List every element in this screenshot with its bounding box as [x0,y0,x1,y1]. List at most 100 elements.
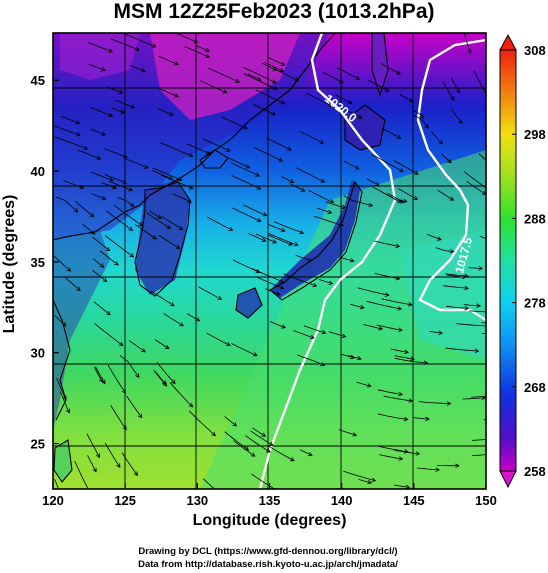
streamline [412,109,424,119]
streamline-arrowhead [62,395,67,401]
streamline-arrowhead [435,467,441,472]
streamline-arrowhead [438,330,444,335]
streamline [472,454,486,456]
streamline [88,63,106,71]
mainland-coastline [53,33,336,241]
streamline [101,182,117,189]
streamline [283,273,317,287]
streamline [206,332,231,346]
streamline-arrowhead [449,248,455,254]
streamline [232,207,261,222]
streamline [295,167,325,183]
streamline [289,183,305,192]
streamline [337,67,360,80]
streamline-arrowhead [347,99,353,104]
streamline [188,410,216,436]
streamline [431,131,443,145]
streamline [56,377,67,400]
streamline-arrowhead [102,277,108,283]
streamline-arrowhead [279,285,285,290]
streamline [281,176,294,183]
streamline-arrowhead [280,100,286,105]
streamline-arrowhead [130,104,136,109]
streamline [306,92,333,107]
streamline [245,435,271,453]
streamline-arrowhead [487,310,491,314]
streamline-arrowhead [106,310,111,316]
streamline [293,330,315,339]
streamline-arrowhead [455,463,460,469]
streamline-arrowhead [495,332,499,336]
streamline-arrowhead [366,383,372,388]
streamline-arrowhead [289,457,295,462]
streamline [125,34,156,48]
streamline-arrowhead [188,153,194,158]
streamline [252,268,284,283]
streamline [198,286,222,300]
streamline-arrowhead [278,157,284,162]
hokkaido-coastline [344,104,386,151]
streamline-arrowhead [450,96,455,101]
streamline-arrowhead [478,266,484,271]
streamline [267,232,299,246]
streamline-arrowhead [76,286,81,292]
streamline [341,353,355,359]
streamline-arrowhead [232,422,238,427]
streamline-arrowhead [152,235,157,240]
streamline [376,324,403,331]
streamline-arrowhead [464,285,470,291]
streamline-arrowhead [114,261,119,266]
streamline-arrowhead [122,179,128,184]
streamline-arrowhead [261,237,267,242]
streamline [92,236,110,252]
streamline-arrowhead [398,456,404,461]
streamline-arrowhead [341,333,347,338]
streamline-arrowhead [409,98,414,103]
streamline [93,367,103,383]
streamline [303,325,326,334]
streamline-arrowhead [174,93,179,98]
manchuria-cold-core [150,33,300,120]
streamline [350,303,365,309]
streamline [252,427,266,437]
streamline-arrowhead [128,187,134,192]
streamline-arrowhead [256,217,262,222]
streamline-arrowhead [446,401,452,406]
streamline [88,42,113,53]
streamline [232,259,260,273]
warm-ocean-region [200,150,486,489]
streamline [247,73,261,81]
streamline [469,310,486,313]
streamline-arrowhead [339,222,345,227]
streamline [121,452,138,476]
streamline [231,343,258,356]
streamline [393,484,410,488]
streamline [299,130,324,144]
streamline-arrowhead [474,348,480,354]
streamline [317,207,332,214]
streamline-arrowhead [455,88,461,94]
streamline [151,170,173,180]
streamline-arrowhead [112,184,117,190]
streamline-arrowhead [397,198,403,204]
streamline-arrowhead [162,381,168,387]
streamline-arrowhead [235,78,240,83]
streamline-arrowhead [487,188,491,192]
y-axis-ticks: 25 30 35 40 45 [31,73,59,452]
streamline-arrowhead [487,48,491,52]
streamline [339,256,354,262]
x-axis-ticks: 120 125 130 135 140 145 150 [42,483,497,508]
streamline-arrowhead [415,451,421,456]
streamline [437,189,454,201]
streamline [273,68,299,82]
kyushu-coastline [235,287,263,319]
streamline [318,279,333,285]
streamline-arrowhead [133,471,138,477]
streamline-arrowhead [397,306,403,311]
streamline-arrowhead [280,61,286,66]
streamline-arrowhead [271,79,277,84]
streamline-arrowhead [79,184,85,189]
streamline [106,210,133,231]
streamline-arrowhead [225,341,231,346]
